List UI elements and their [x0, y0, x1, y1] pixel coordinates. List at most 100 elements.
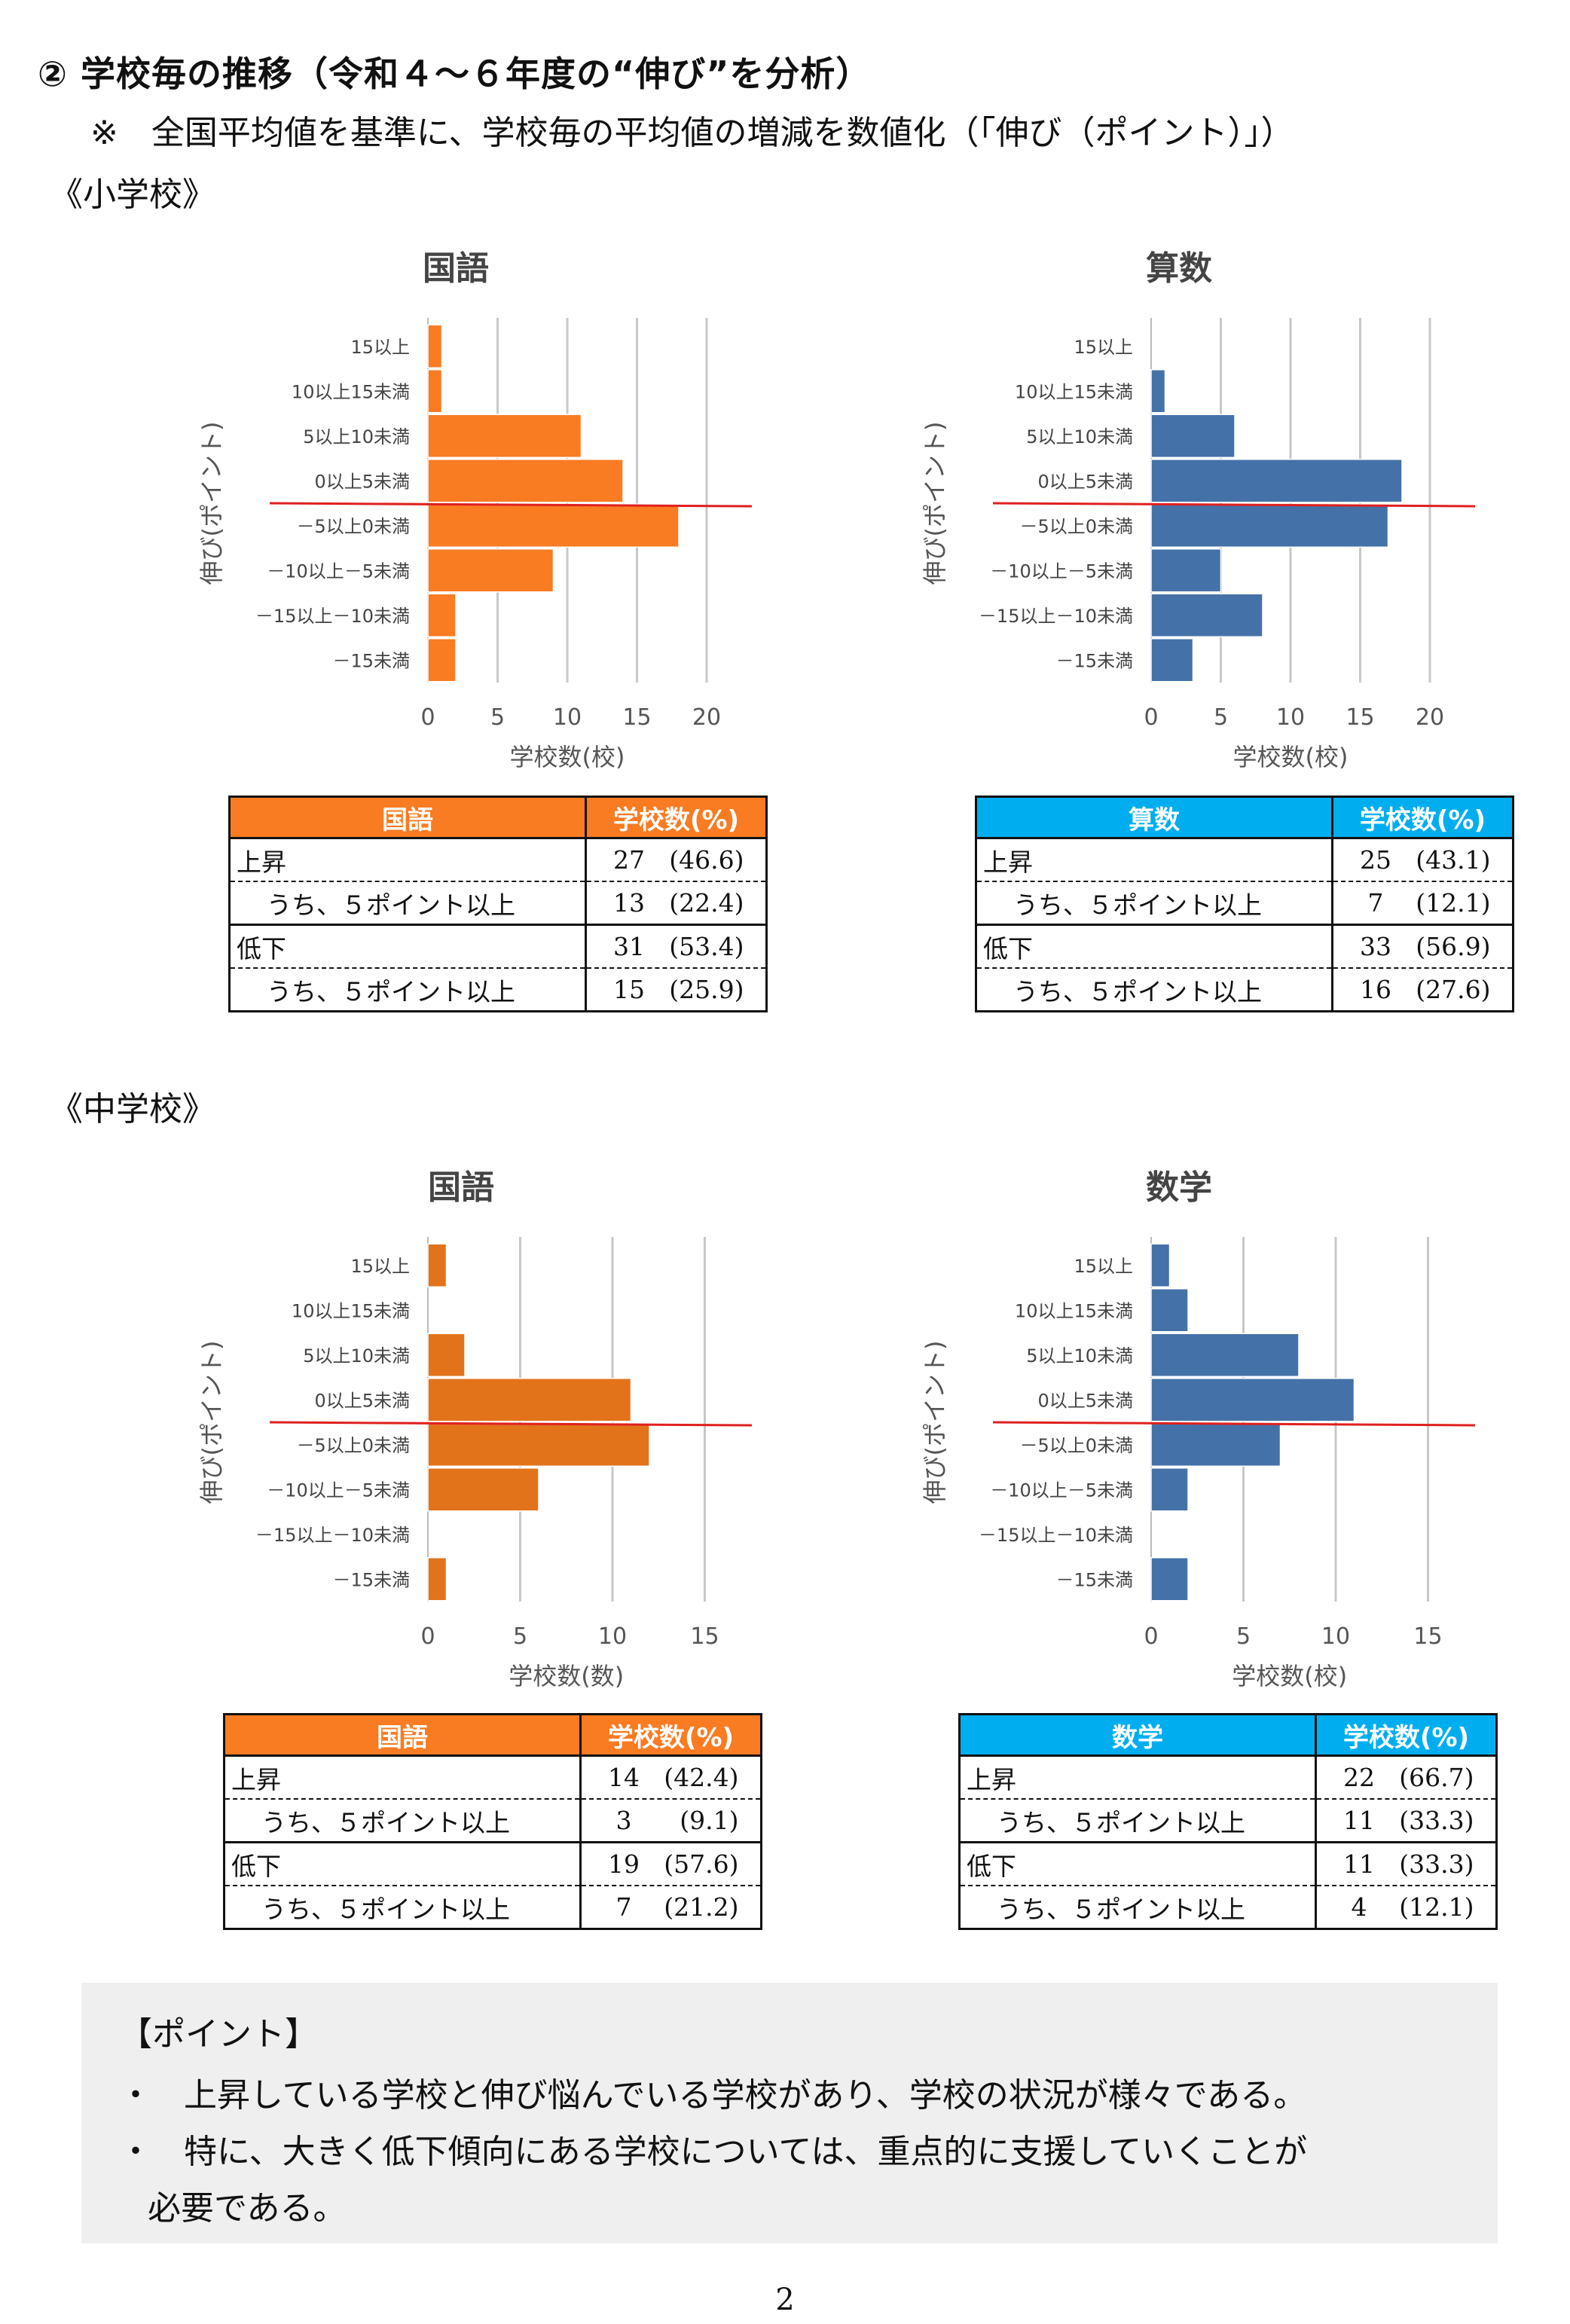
x-tick-label: 0	[1144, 704, 1158, 731]
y-tick-label: 5以上10未満	[303, 1345, 410, 1367]
table-row: うち、５ポイント以上 16 (27.6)	[975, 967, 1514, 1012]
reference-line	[992, 502, 1476, 508]
page-number: 2	[775, 2283, 795, 2317]
row-percent: (12.1)	[1416, 888, 1491, 918]
y-tick-label: 15以上	[350, 337, 410, 358]
table-row: うち、５ポイント以上 4 (12.1)	[958, 1885, 1498, 1930]
row-label: うち、５ポイント以上	[228, 967, 587, 1012]
row-label: 上昇	[228, 837, 587, 882]
table-row: うち、５ポイント以上 3 (9.1)	[223, 1798, 762, 1843]
y-tick-label: －15以上－10未満	[255, 606, 410, 627]
table-row: 上昇 14 (42.4)	[223, 1754, 762, 1800]
point-heading: 【ポイント】	[119, 2015, 318, 2054]
row-count: 11	[1343, 1806, 1375, 1835]
table-row: うち、５ポイント以上 15 (25.9)	[228, 967, 768, 1012]
bullet-2: ・	[119, 2133, 152, 2171]
y-tick-label: 10以上15未満	[292, 1300, 410, 1321]
x-axis-label: 学校数(校)	[1232, 1662, 1347, 1690]
x-tick-label: 5	[1236, 1623, 1251, 1650]
bar	[1150, 638, 1194, 683]
x-tick-label: 20	[1416, 704, 1444, 731]
row-label: うち、５ポイント以上	[958, 1885, 1317, 1930]
row-label: うち、５ポイント以上	[958, 1798, 1317, 1843]
y-axis-label: 伸び(ポイント)	[921, 1341, 949, 1504]
y-tick-label: －10以上－5未満	[267, 560, 410, 582]
chart-junior-high-sugaku: 0 5 10 15 15以上 10以上15未満 5以上10未満 0以上5未満 －5以上0未満 －1…	[921, 1237, 1476, 1690]
row-count: 25	[1360, 845, 1391, 875]
row-percent: (46.6)	[669, 845, 744, 875]
table-elementary-sansu: 算数 学校数(%) 上昇 25 (43.1) うち、５ポイント以上 7 (12.1)…	[975, 796, 1514, 1012]
bullet-1: ・	[119, 2076, 152, 2115]
y-tick-label: 5以上10未満	[303, 426, 410, 447]
row-percent: (12.1)	[1399, 1892, 1474, 1922]
y-tick-label: －15未満	[332, 1569, 410, 1590]
row-percent: (21.2)	[664, 1892, 739, 1922]
point-line-1: 上昇している学校と伸び悩んでいる学校があり、学校の状況が様々である。	[184, 2076, 1307, 2115]
bar	[427, 324, 443, 368]
row-count: 4	[1351, 1892, 1367, 1922]
bar	[427, 1333, 466, 1377]
y-tick-label: 5以上10未満	[1026, 1345, 1133, 1367]
row-percent: (43.1)	[1416, 845, 1491, 875]
row-count: 33	[1360, 932, 1391, 961]
table-header-count: 学校数(%)	[585, 796, 768, 839]
row-count: 14	[608, 1763, 640, 1792]
row-count: 22	[1343, 1763, 1375, 1792]
x-tick-label: 0	[420, 1623, 435, 1650]
point-box	[81, 1983, 1498, 2243]
x-tick-label: 5	[490, 704, 505, 731]
y-axis-label: 伸び(ポイント)	[921, 422, 949, 585]
bar	[427, 369, 443, 414]
y-tick-label: －10以上－5未満	[990, 1480, 1133, 1501]
y-tick-label: 15以上	[350, 1256, 410, 1277]
x-tick-label: 15	[1345, 704, 1374, 731]
y-tick-label: －15以上－10未満	[255, 1525, 410, 1546]
bar	[1150, 1378, 1355, 1422]
x-tick-label: 15	[1413, 1623, 1442, 1650]
row-count: 27	[613, 845, 645, 875]
row-label: うち、５ポイント以上	[975, 967, 1333, 1012]
row-label: うち、５ポイント以上	[228, 881, 587, 926]
row-count: 3	[615, 1806, 632, 1835]
y-tick-label: 0以上5未満	[1037, 1390, 1133, 1411]
y-axis-label: 伸び(ポイント)	[197, 422, 226, 585]
reference-line	[269, 502, 753, 508]
row-label: 上昇	[958, 1754, 1317, 1800]
row-percent: (33.3)	[1399, 1806, 1474, 1835]
y-tick-label: 15以上	[1074, 1256, 1133, 1277]
bar	[427, 1467, 539, 1512]
section-elementary: 《小学校》	[50, 176, 215, 214]
row-label: 低下	[975, 924, 1333, 969]
chart-title-jh-kokugo: 国語	[428, 1168, 494, 1207]
y-tick-label: 5以上10未満	[1026, 426, 1133, 447]
table-header-count: 学校数(%)	[1331, 796, 1514, 839]
bar	[427, 459, 624, 503]
bar	[1150, 1288, 1189, 1333]
table-row: うち、５ポイント以上 11 (33.3)	[958, 1798, 1498, 1843]
x-axis-label: 学校数(数)	[509, 1662, 624, 1690]
table-header-subject: 国語	[223, 1713, 582, 1757]
table-row: 上昇 22 (66.7)	[958, 1754, 1498, 1800]
x-tick-label: 10	[1321, 1623, 1350, 1650]
row-percent: (25.9)	[669, 975, 744, 1004]
y-tick-label: －5以上0未満	[296, 1435, 410, 1456]
table-row: うち、５ポイント以上 13 (22.4)	[228, 881, 768, 926]
x-tick-label: 10	[553, 704, 582, 731]
y-tick-label: －15以上－10未満	[979, 606, 1133, 627]
row-label: うち、５ポイント以上	[975, 881, 1333, 926]
table-header-subject: 算数	[975, 796, 1333, 839]
row-percent: (66.7)	[1399, 1763, 1474, 1792]
bar	[427, 1557, 447, 1602]
bar	[427, 638, 457, 683]
y-tick-label: －15以上－10未満	[979, 1525, 1133, 1546]
y-axis-label: 伸び(ポイント)	[197, 1341, 226, 1504]
table-row: 上昇 25 (43.1)	[975, 837, 1514, 882]
bar	[1150, 1422, 1281, 1467]
bar	[1150, 1467, 1189, 1512]
y-tick-label: －5以上0未満	[1019, 516, 1133, 537]
chart-elementary-sansu: 0 5 10 15 20 15以上 10以上15未満 5以上10未満 0以上5未満 －5以上0未満…	[921, 318, 1476, 771]
table-header-subject: 数学	[958, 1713, 1317, 1757]
bar	[1150, 1243, 1171, 1287]
y-tick-label: 0以上5未満	[1037, 471, 1133, 492]
page-note: ※ 全国平均値を基準に、学校毎の平均値の増減を数値化（「伸び（ポイント）」）	[90, 114, 1294, 152]
